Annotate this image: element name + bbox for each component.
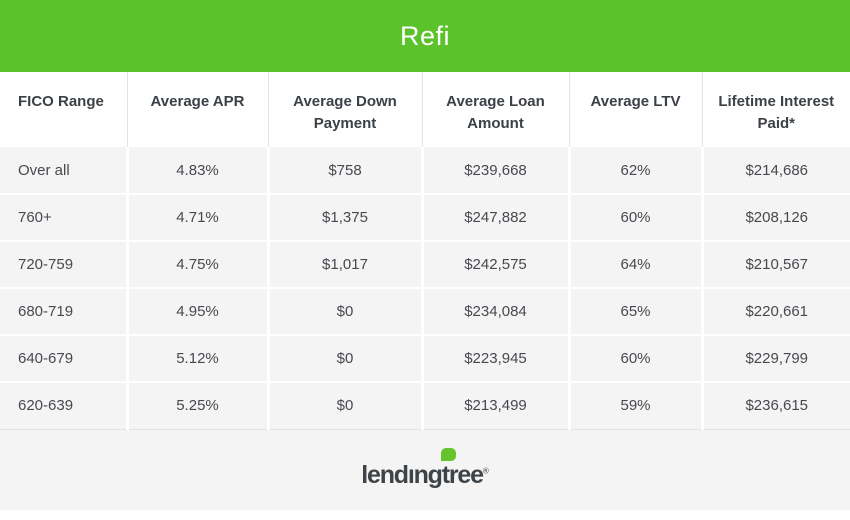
table-cell: $0 [268,382,424,430]
footer: lendıng tree® [0,429,850,510]
table-cell: 59% [569,382,704,430]
logo-text-t: t [441,461,450,489]
table-cell: 680-719 [0,288,129,336]
table-cell: $229,799 [702,335,850,383]
table-cell: $1,375 [268,194,424,242]
table-cell: $208,126 [702,194,850,242]
table-row: 760+ 4.71% $1,375 $247,882 60% $208,126 [0,194,850,242]
table-row: 640-679 5.12% $0 $223,945 60% $229,799 [0,335,850,383]
table-cell: 4.95% [127,288,270,336]
table-cell: $214,686 [702,147,850,195]
table-cell: $234,084 [422,288,571,336]
table-cell: 65% [569,288,704,336]
logo-text-lending: lendıng [361,461,443,489]
table-header-row: FICO Range Average APR Average Down Paym… [0,72,850,147]
table-cell: 4.75% [127,241,270,289]
table-row: Over all 4.83% $758 $239,668 62% $214,686 [0,147,850,195]
table-cell: 640-679 [0,335,129,383]
table-cell: $236,615 [702,382,850,430]
table-row: 680-719 4.95% $0 $234,084 65% $220,661 [0,288,850,336]
logo-text-ree: ree [448,461,484,489]
table-cell: $242,575 [422,241,571,289]
table-cell: $247,882 [422,194,571,242]
column-header-average-down-payment: Average Down Payment [268,72,423,147]
table-cell: 62% [569,147,704,195]
column-header-average-ltv: Average LTV [569,72,703,147]
table-body: Over all 4.83% $758 $239,668 62% $214,686 760+… [0,147,850,430]
table-cell: 60% [569,194,704,242]
table-cell: 720-759 [0,241,129,289]
lendingtree-logo: lendıng tree® [361,448,489,490]
table-cell: 620-639 [0,382,129,430]
table-cell: 60% [569,335,704,383]
refi-data-table: FICO Range Average APR Average Down Paym… [0,72,850,430]
leaf-icon [440,448,456,461]
table-cell: 64% [569,241,704,289]
page-title: Refi [399,20,450,51]
table-cell: $223,945 [422,335,571,383]
table-cell: $213,499 [422,382,571,430]
table-cell: 5.25% [127,382,270,430]
column-header-average-loan-amount: Average Loan Amount [422,72,570,147]
table-cell: 4.83% [127,147,270,195]
table-cell: $0 [268,335,424,383]
column-header-lifetime-interest-paid: Lifetime Interest Paid* [702,72,850,147]
table-cell: Over all [0,147,129,195]
table-cell: 760+ [0,194,129,242]
table-cell: $239,668 [422,147,571,195]
registered-trademark-symbol: ® [482,466,489,476]
table-cell: $1,017 [268,241,424,289]
table-row: 720-759 4.75% $1,017 $242,575 64% $210,567 [0,241,850,289]
table-cell: $758 [268,147,424,195]
table-cell: 5.12% [127,335,270,383]
table-cell: $0 [268,288,424,336]
table-row: 620-639 5.25% $0 $213,499 59% $236,615 [0,382,850,430]
table-cell: 4.71% [127,194,270,242]
table-cell: $220,661 [702,288,850,336]
title-banner: Refi [0,0,850,72]
column-header-fico-range: FICO Range [0,72,128,147]
table-cell: $210,567 [702,241,850,289]
column-header-average-apr: Average APR [127,72,269,147]
